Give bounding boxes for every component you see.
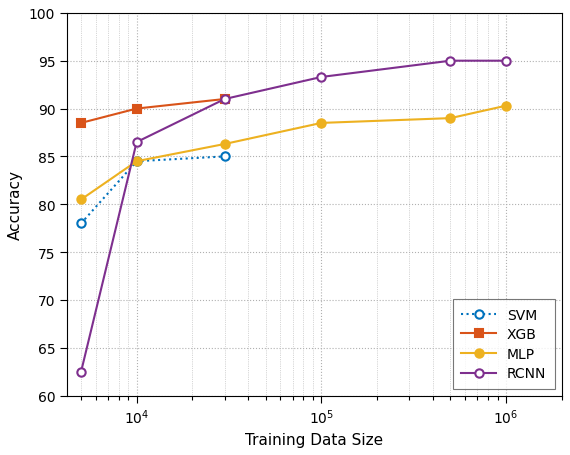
RCNN [503, 59, 510, 64]
Line: XGB: XGB [77, 96, 229, 128]
RCNN [78, 369, 84, 374]
MLP [133, 159, 140, 165]
Y-axis label: Accuracy: Accuracy [9, 170, 23, 240]
MLP [447, 116, 454, 121]
SVM [133, 159, 140, 165]
MLP [318, 121, 325, 126]
XGB [221, 97, 228, 102]
Line: RCNN: RCNN [77, 57, 510, 376]
XGB [133, 106, 140, 112]
MLP [221, 142, 228, 147]
Legend: SVM, XGB, MLP, RCNN: SVM, XGB, MLP, RCNN [453, 300, 555, 389]
Line: SVM: SVM [77, 153, 229, 228]
X-axis label: Training Data Size: Training Data Size [245, 432, 384, 447]
RCNN [447, 59, 454, 64]
RCNN [133, 140, 140, 146]
XGB [78, 121, 84, 126]
MLP [78, 197, 84, 203]
SVM [78, 221, 84, 227]
RCNN [318, 75, 325, 81]
SVM [221, 154, 228, 160]
MLP [503, 104, 510, 109]
RCNN [221, 97, 228, 102]
Line: MLP: MLP [77, 102, 510, 204]
